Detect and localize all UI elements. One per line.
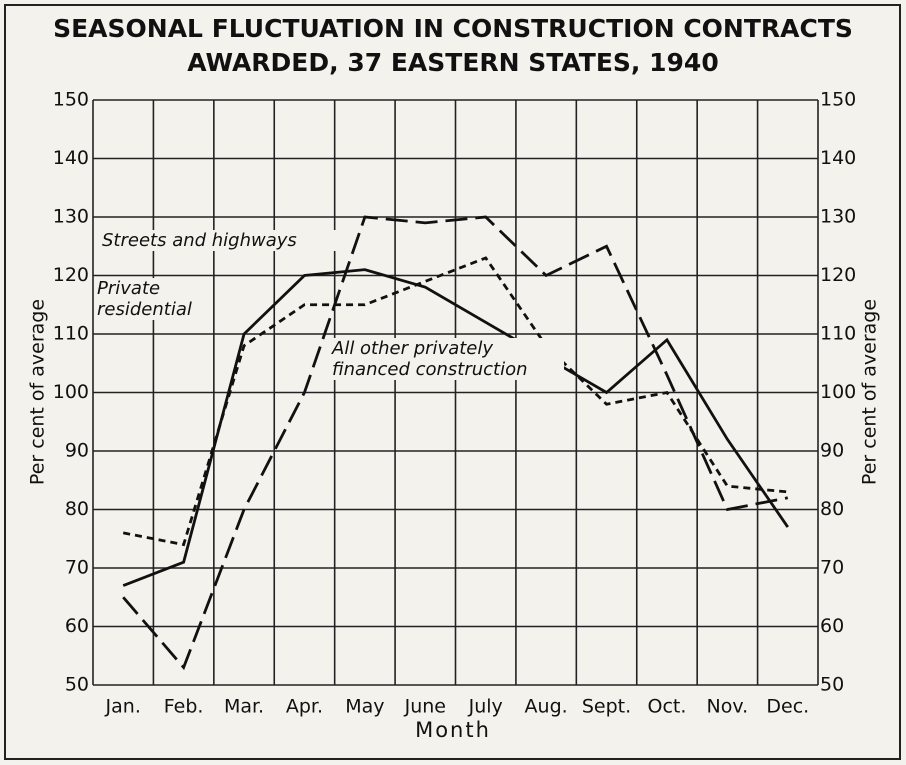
- x-tick-label: Feb.: [164, 696, 204, 718]
- y2-tick-label: 90: [820, 440, 844, 462]
- y2-tick-label: 100: [820, 381, 856, 403]
- x-tick-label: Apr.: [286, 696, 323, 718]
- x-tick-label: Jan.: [105, 696, 141, 718]
- y-tick-label: 130: [53, 206, 89, 228]
- y-tick-label: 60: [65, 615, 89, 637]
- series-line: [122, 215, 789, 671]
- x-axis-label: Month: [415, 718, 491, 742]
- y2-axis-label: Per cent of average: [859, 299, 881, 485]
- x-tick-label: Nov.: [707, 696, 749, 718]
- series-label: Streets and highways: [100, 230, 344, 251]
- x-tick-label: July: [468, 696, 503, 718]
- y2-tick-label: 120: [820, 264, 856, 286]
- y2-tick-label: 110: [820, 323, 856, 345]
- y2-tick-label: 150: [820, 89, 856, 111]
- y-tick-label: 80: [65, 498, 89, 520]
- y-axis-label: Per cent of average: [27, 299, 49, 485]
- x-tick-label: Aug.: [525, 696, 568, 718]
- x-tick-label: Mar.: [224, 696, 264, 718]
- chart-title: AWARDED, 37 EASTERN STATES, 1940: [187, 48, 718, 77]
- y2-tick-label: 130: [820, 206, 856, 228]
- y-tick-label: 90: [65, 440, 89, 462]
- x-tick-label: Dec.: [766, 696, 809, 718]
- series-line: [122, 268, 789, 587]
- frame: [4, 4, 901, 760]
- y-tick-label: 120: [53, 264, 89, 286]
- y-tick-label: 140: [53, 147, 89, 169]
- series-label: All other privately financed constructio…: [330, 338, 564, 380]
- y-tick-label: 70: [65, 557, 89, 579]
- x-tick-label: Sept.: [582, 696, 631, 718]
- x-tick-label: May: [345, 696, 384, 718]
- x-tick-label: June: [404, 696, 446, 718]
- series-label: Private residential: [95, 278, 192, 320]
- y2-tick-label: 50: [820, 674, 844, 696]
- y2-tick-label: 70: [820, 557, 844, 579]
- y2-tick-label: 60: [820, 615, 844, 637]
- y-tick-label: 150: [53, 89, 89, 111]
- x-tick-label: Oct.: [648, 696, 687, 718]
- y-tick-label: 100: [53, 381, 89, 403]
- y-tick-label: 50: [65, 674, 89, 696]
- y2-tick-label: 80: [820, 498, 844, 520]
- y2-tick-label: 140: [820, 147, 856, 169]
- series-line: [122, 256, 788, 547]
- y-tick-label: 110: [53, 323, 89, 345]
- chart-title: SEASONAL FLUCTUATION IN CONSTRUCTION CON…: [53, 14, 853, 43]
